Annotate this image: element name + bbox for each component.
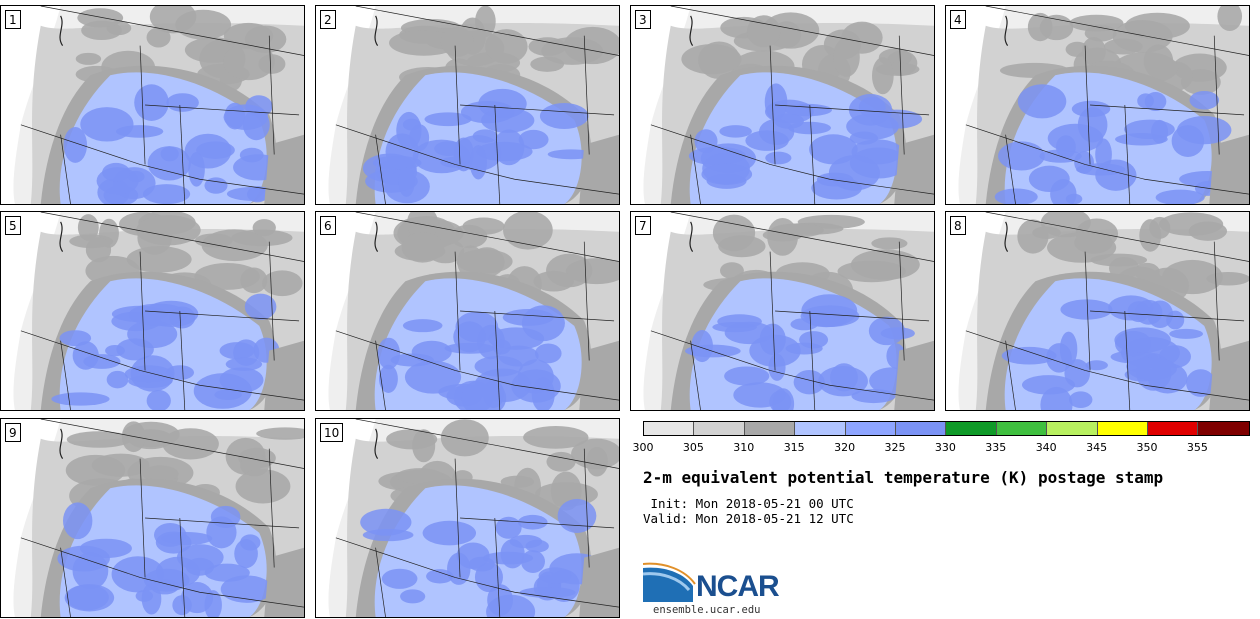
valid-time: Valid: Mon 2018-05-21 12 UTC <box>643 511 854 526</box>
colorbar-tick-label: 310 <box>733 441 755 454</box>
stamp-panel-8: 8 <box>945 211 1250 411</box>
stamp-panel-5: 5 <box>0 211 305 411</box>
colorbar-ticks: 300 305 310 315 320 325 330 335 340 345 350 355 <box>633 441 1248 455</box>
stamp-map <box>1 212 304 410</box>
stamp-map <box>631 212 934 410</box>
stamp-panel-10: 10 <box>315 418 620 618</box>
colorbar-tick-label: 330 <box>934 441 956 454</box>
colorbar-swatch <box>895 422 947 435</box>
chart-title: 2-m equivalent potential temperature (K)… <box>643 468 1164 487</box>
stamp-member-label: 2 <box>320 10 336 29</box>
stamp-panel-4: 4 <box>945 5 1250 205</box>
stamp-member-label: 8 <box>950 216 966 235</box>
stamp-panel-1: 1 <box>0 5 305 205</box>
stamp-map <box>1 6 304 204</box>
colorbar-swatch <box>795 422 846 435</box>
colorbar-tick-label: 305 <box>682 441 704 454</box>
ncar-logo-icon <box>643 562 696 602</box>
stamp-member-label: 7 <box>635 216 651 235</box>
colorbar-swatch <box>694 422 745 435</box>
stamp-map <box>946 212 1249 410</box>
colorbar-swatch <box>1147 422 1199 435</box>
colorbar-tick-label: 355 <box>1186 441 1208 454</box>
colorbar-tick-label: 325 <box>884 441 906 454</box>
colorbar-swatch <box>644 422 695 435</box>
colorbar-tick-label: 350 <box>1136 441 1158 454</box>
colorbar-tick-label: 320 <box>834 441 856 454</box>
stamp-panel-3: 3 <box>630 5 935 205</box>
colorbar-tick-label: 340 <box>1035 441 1057 454</box>
init-time: Init: Mon 2018-05-21 00 UTC <box>643 496 854 511</box>
colorbar-tick-label: 315 <box>783 441 805 454</box>
colorbar-swatch <box>845 422 896 435</box>
stamp-panel-9: 9 <box>0 418 305 618</box>
stamp-member-label: 1 <box>5 10 21 29</box>
colorbar <box>643 421 1250 436</box>
colorbar-swatch <box>1097 422 1148 435</box>
logo-site: ensemble.ucar.edu <box>653 604 761 616</box>
colorbar-swatch <box>744 422 796 435</box>
colorbar-swatch <box>996 422 1048 435</box>
stamp-member-label: 10 <box>320 423 344 442</box>
stamp-member-label: 9 <box>5 423 21 442</box>
stamp-panel-2: 2 <box>315 5 620 205</box>
logo-text: NCAR <box>696 570 780 603</box>
stamp-panel-7: 7 <box>630 211 935 411</box>
stamp-panel-6: 6 <box>315 211 620 411</box>
stamp-map <box>316 419 619 617</box>
stamp-map <box>631 6 934 204</box>
stamp-member-label: 3 <box>635 10 651 29</box>
stamp-member-label: 4 <box>950 10 966 29</box>
stamp-member-label: 6 <box>320 216 336 235</box>
colorbar-tick-label: 345 <box>1086 441 1108 454</box>
stamp-member-label: 5 <box>5 216 21 235</box>
stamp-map <box>1 419 304 617</box>
colorbar-tick-label: 335 <box>985 441 1007 454</box>
stamp-map <box>316 212 619 410</box>
colorbar-swatch <box>1198 422 1249 435</box>
stamp-map <box>946 6 1249 204</box>
stamp-map <box>316 6 619 204</box>
colorbar-tick-label: 300 <box>632 441 654 454</box>
colorbar-swatch <box>946 422 997 435</box>
colorbar-swatch <box>1047 422 1098 435</box>
